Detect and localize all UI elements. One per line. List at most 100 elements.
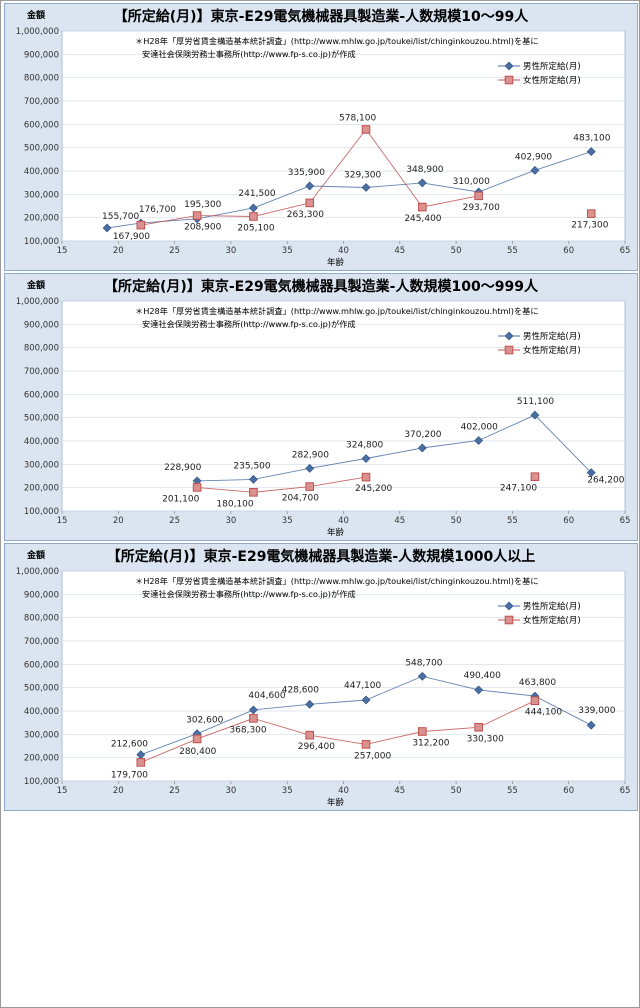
y-tick-label: 700,000 xyxy=(24,637,59,647)
data-point xyxy=(305,181,315,191)
x-tick-label: 60 xyxy=(563,246,574,256)
data-label: 324,800 xyxy=(346,441,383,451)
y-tick-label: 400,000 xyxy=(24,167,59,177)
data-label: 241,500 xyxy=(238,189,275,199)
data-point xyxy=(474,685,484,695)
x-tick-label: 55 xyxy=(507,246,518,256)
data-label: 208,900 xyxy=(184,223,221,233)
data-point xyxy=(586,468,596,478)
x-tick-label: 45 xyxy=(394,516,405,526)
data-point xyxy=(361,183,371,192)
data-label: 235,500 xyxy=(233,461,270,471)
data-label: 402,900 xyxy=(515,152,552,162)
data-label: 370,200 xyxy=(404,430,441,440)
series-line xyxy=(140,700,536,763)
x-tick-label: 60 xyxy=(563,516,574,526)
data-label: 228,900 xyxy=(164,463,201,473)
data-point xyxy=(192,211,202,220)
x-tick-label: 65 xyxy=(620,516,631,526)
data-point xyxy=(192,483,202,492)
source-note: ＊H28年「厚労省賃金構造基本統計調査」(http://www.mhlw.go.… xyxy=(135,36,539,46)
data-label: 180,100 xyxy=(216,499,253,509)
x-tick-label: 25 xyxy=(169,786,180,796)
y-tick-label: 400,000 xyxy=(24,437,59,447)
x-axis-label: 年齢 xyxy=(327,527,345,538)
data-point xyxy=(586,720,596,730)
data-label: 296,400 xyxy=(298,742,335,752)
x-tick-label: 35 xyxy=(282,516,293,526)
legend-entry: 女性所定給(月) xyxy=(523,345,581,356)
data-point xyxy=(248,203,258,213)
data-point xyxy=(474,436,484,445)
data-label: 247,100 xyxy=(500,484,537,494)
y-tick-label: 100,000 xyxy=(24,507,59,517)
y-tick-label: 200,000 xyxy=(24,214,59,224)
data-point xyxy=(249,488,258,497)
legend-entry: 男性所定給(月) xyxy=(523,331,581,342)
data-label: 511,100 xyxy=(517,397,554,407)
y-tick-label: 600,000 xyxy=(24,390,59,400)
data-label: 339,000 xyxy=(578,706,615,716)
y-tick-label: 700,000 xyxy=(24,367,59,377)
x-tick-label: 45 xyxy=(394,246,405,256)
y-tick-label: 800,000 xyxy=(24,344,59,354)
data-point xyxy=(361,472,371,482)
chart-small-companies: 【所定給(月)】東京-E29電気機械器具製造業-人数規模10～99人 100,00… xyxy=(16,8,631,268)
x-tick-label: 35 xyxy=(282,246,293,256)
y-tick-label: 500,000 xyxy=(24,414,59,424)
y-tick-label: 1,000,000 xyxy=(16,567,59,577)
x-tick-label: 40 xyxy=(338,786,349,796)
data-label: 404,600 xyxy=(248,691,285,701)
series-line xyxy=(106,151,592,229)
data-point xyxy=(305,198,315,208)
data-label: 155,700 xyxy=(102,212,139,222)
y-axis-label: 金額 xyxy=(26,549,45,561)
legend-marker xyxy=(504,61,514,71)
data-label: 282,900 xyxy=(292,450,329,460)
x-tick-label: 50 xyxy=(451,516,462,526)
data-label: 312,200 xyxy=(412,738,449,748)
source-note: ＊H28年「厚労省賃金構造基本統計調査」(http://www.mhlw.go.… xyxy=(135,306,539,316)
x-tick-label: 30 xyxy=(225,516,236,526)
x-tick-label: 30 xyxy=(225,786,236,796)
data-point xyxy=(248,474,258,484)
source-note: ＊H28年「厚労省賃金構造基本統計調査」(http://www.mhlw.go.… xyxy=(135,576,539,586)
y-tick-label: 200,000 xyxy=(24,754,59,764)
data-point xyxy=(418,727,427,736)
chart-title: 【所定給(月)】東京-E29電気機械器具製造業-人数規模100～999人 xyxy=(104,278,539,295)
y-tick-label: 500,000 xyxy=(24,684,59,694)
y-tick-label: 700,000 xyxy=(24,97,59,107)
data-point xyxy=(530,410,540,420)
chart-panel-medium: 【所定給(月)】東京-E29電気機械器具製造業-人数規模100～999人 100,… xyxy=(4,273,638,541)
x-axis-label: 年齢 xyxy=(327,797,345,808)
x-tick-label: 45 xyxy=(394,786,405,796)
legend-marker xyxy=(504,331,514,341)
legend-entry: 男性所定給(月) xyxy=(523,601,581,612)
data-label: 195,300 xyxy=(184,200,221,210)
y-tick-label: 300,000 xyxy=(24,190,59,200)
y-tick-label: 300,000 xyxy=(24,460,59,470)
y-tick-label: 900,000 xyxy=(24,590,59,600)
data-label: 245,400 xyxy=(404,214,441,224)
x-tick-label: 55 xyxy=(507,786,518,796)
source-note-author: 安達社会保険労務士事務所(http://www.fp-s.co.jp)が作成 xyxy=(142,319,356,329)
data-point xyxy=(586,209,596,218)
data-point xyxy=(136,220,146,230)
data-label: 444,100 xyxy=(525,708,562,718)
y-tick-label: 800,000 xyxy=(24,614,59,624)
x-tick-label: 55 xyxy=(507,516,518,526)
data-label: 280,400 xyxy=(179,747,216,757)
x-tick-label: 65 xyxy=(620,246,631,256)
y-axis-label: 金額 xyxy=(26,279,45,291)
data-label: 368,300 xyxy=(229,725,266,735)
data-label: 257,000 xyxy=(354,751,391,761)
legend-marker xyxy=(504,75,514,85)
legend-marker xyxy=(504,345,514,355)
data-label: 402,000 xyxy=(461,423,498,433)
chart-panel-large: 【所定給(月)】東京-E29電気機械器具製造業-人数規模1000人以上 100,0… xyxy=(4,543,638,811)
x-tick-label: 20 xyxy=(113,786,124,796)
chart-medium-companies: 【所定給(月)】東京-E29電気機械器具製造業-人数規模100～999人 100,… xyxy=(16,278,631,538)
data-label: 293,700 xyxy=(463,203,500,213)
data-label: 348,900 xyxy=(406,165,443,175)
legend-entry: 男性所定給(月) xyxy=(523,61,581,72)
